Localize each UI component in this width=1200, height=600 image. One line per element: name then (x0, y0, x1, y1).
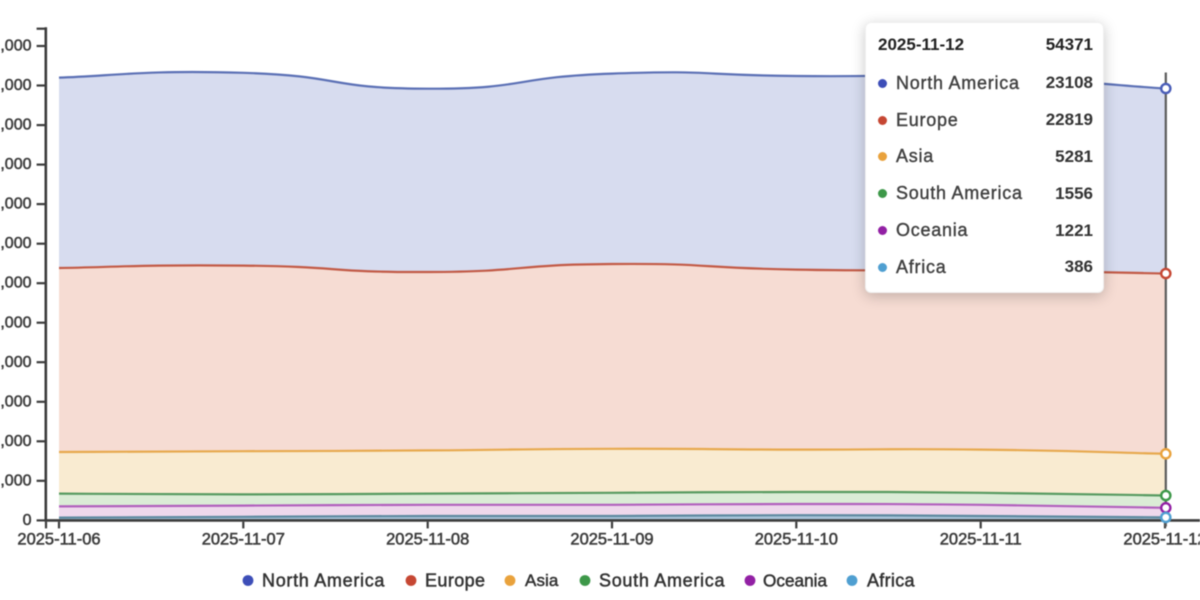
svg-text:0: 0 (23, 512, 32, 529)
svg-text:2025-11-12: 2025-11-12 (1123, 531, 1200, 549)
svg-text:Oceania: Oceania (763, 571, 827, 591)
svg-text:2025-11-07: 2025-11-07 (202, 531, 285, 549)
svg-text:20,000: 20,000 (0, 354, 32, 371)
svg-text:2025-11-11: 2025-11-11 (940, 531, 1022, 549)
svg-text:10,000: 10,000 (0, 433, 32, 450)
svg-text:Asia: Asia (525, 571, 559, 590)
svg-text:30,000: 30,000 (0, 275, 32, 292)
svg-text:2025-11-09: 2025-11-09 (570, 531, 653, 549)
svg-text:60,000: 60,000 (0, 38, 32, 55)
svg-text:45,000: 45,000 (0, 156, 32, 173)
svg-text:15,000: 15,000 (0, 393, 32, 410)
svg-text:55,000: 55,000 (0, 77, 32, 94)
svg-text:25,000: 25,000 (0, 314, 32, 331)
svg-text:North America: North America (262, 571, 385, 591)
svg-text:2025-11-10: 2025-11-10 (755, 531, 838, 549)
svg-text:2025-11-06: 2025-11-06 (17, 531, 100, 549)
svg-text:35,000: 35,000 (0, 235, 32, 252)
svg-text:Africa: Africa (867, 571, 915, 591)
svg-text:40,000: 40,000 (0, 196, 32, 213)
svg-text:South America: South America (599, 571, 725, 591)
svg-text:2025-11-08: 2025-11-08 (386, 531, 469, 549)
svg-text:50,000: 50,000 (0, 117, 32, 134)
svg-text:5,000: 5,000 (0, 472, 32, 489)
svg-text:Europe: Europe (425, 571, 485, 591)
